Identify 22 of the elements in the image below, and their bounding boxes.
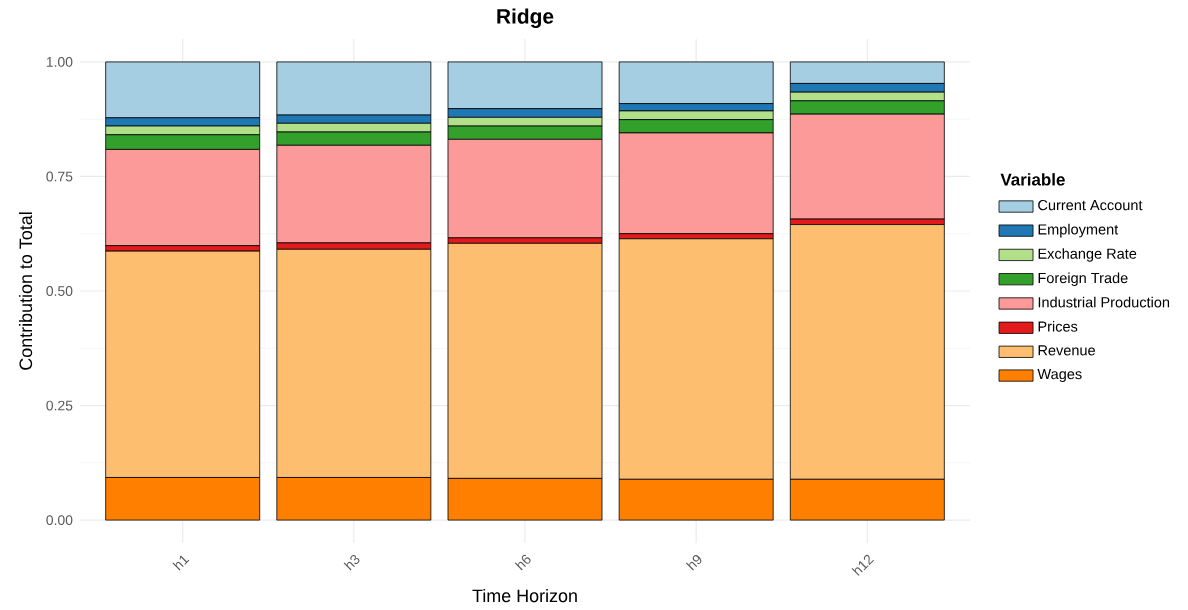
x-tick-label: h9 bbox=[685, 555, 702, 571]
x-tick-label: h1 bbox=[172, 555, 190, 571]
y-tick-label: 0.25 bbox=[46, 400, 73, 411]
y-tick-label: 0.75 bbox=[46, 171, 73, 182]
legend-label: Current Account bbox=[1038, 199, 1143, 211]
chart-title: Ridge bbox=[497, 8, 554, 28]
legend-label: Wages bbox=[1037, 369, 1082, 383]
x-axis-title: Time Horizon bbox=[472, 589, 577, 603]
legend-title: Variable bbox=[1000, 173, 1065, 186]
x-tick-label: h12 bbox=[851, 554, 874, 576]
y-axis-title: Contribution to Total bbox=[18, 212, 33, 370]
x-tick-label: h3 bbox=[343, 554, 360, 571]
legend-label: Industrial Production bbox=[1038, 296, 1170, 308]
x-tick-label: h6 bbox=[514, 554, 531, 571]
legend-label: Foreign Trade bbox=[1038, 272, 1128, 286]
y-tick-label: 0.00 bbox=[46, 515, 73, 526]
legend-label: Employment bbox=[1038, 223, 1119, 238]
legend-label: Revenue bbox=[1038, 345, 1095, 356]
legend-label: Exchange Rate bbox=[1038, 248, 1137, 262]
y-tick-label: 0.50 bbox=[46, 286, 73, 296]
y-tick-label: 1.00 bbox=[46, 56, 73, 67]
legend-label: Prices bbox=[1038, 321, 1078, 332]
